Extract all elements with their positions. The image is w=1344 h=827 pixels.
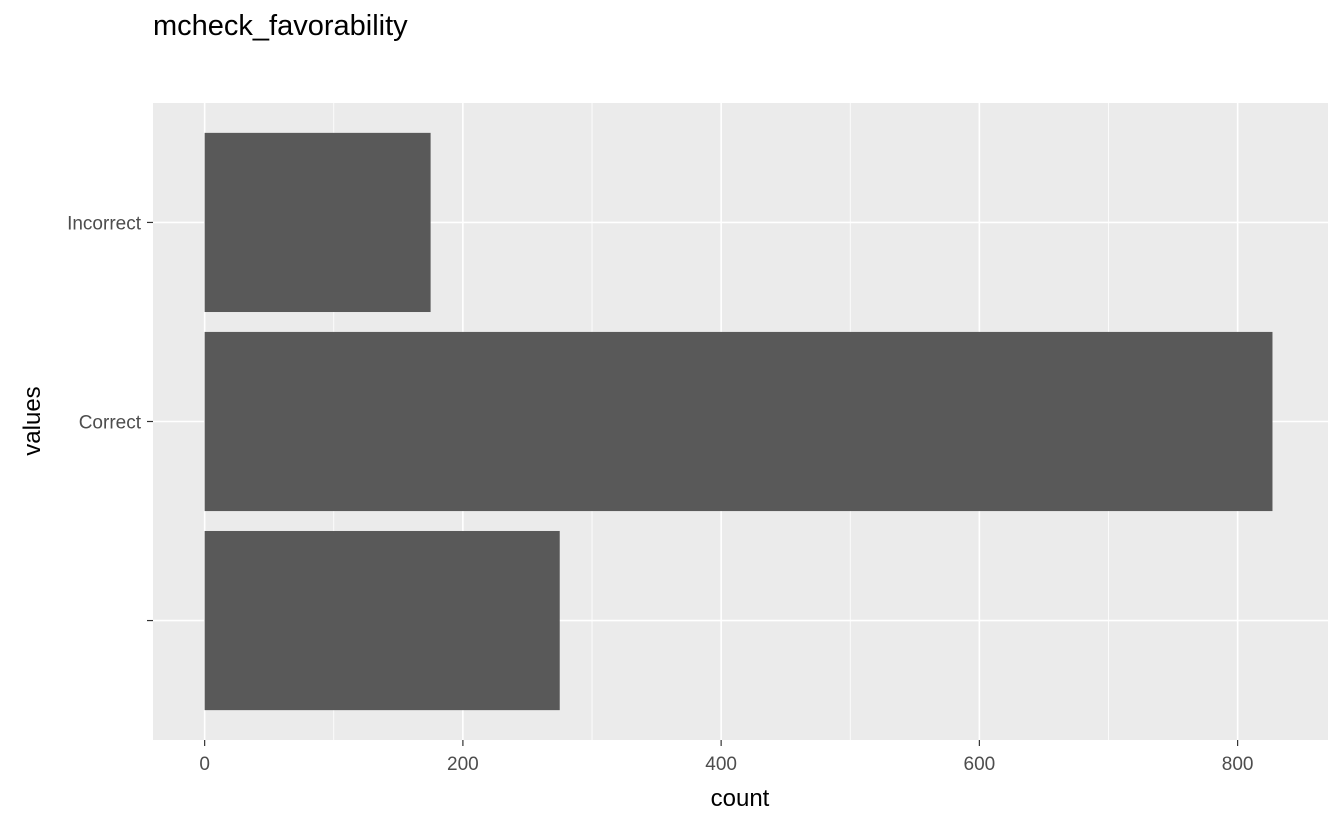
x-tick-label: 0 — [199, 754, 210, 775]
x-axis-label: count — [711, 785, 770, 812]
x-tick-label: 200 — [447, 754, 479, 775]
x-tick-label: 400 — [705, 754, 737, 775]
y-tick-label: Incorrect — [67, 213, 142, 234]
axes: 0 200 400 600 800 Correct Incorrect — [67, 213, 1253, 775]
x-tick-label: 600 — [964, 754, 996, 775]
y-axis-label: values — [19, 386, 46, 455]
bar — [204, 132, 431, 313]
x-tick-label: 800 — [1222, 754, 1254, 775]
bar — [204, 331, 1273, 512]
chart-title: mcheck_favorability — [153, 10, 408, 42]
bars — [204, 132, 1273, 711]
bar — [204, 530, 560, 711]
y-tick-label: Correct — [79, 413, 142, 434]
